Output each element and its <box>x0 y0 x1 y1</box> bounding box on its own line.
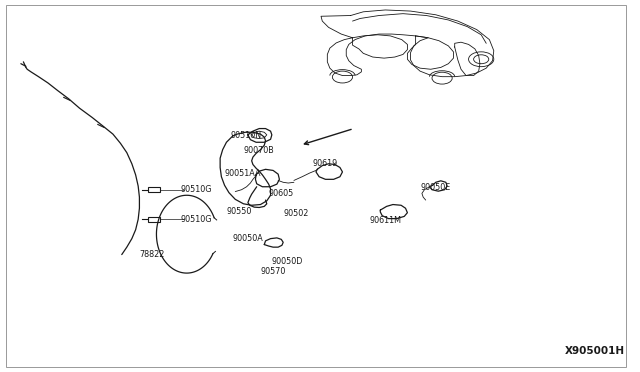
Text: 90070B: 90070B <box>243 146 274 155</box>
Text: 90550: 90550 <box>227 208 252 217</box>
Text: 90510N: 90510N <box>231 131 262 141</box>
Text: 90510G: 90510G <box>180 215 212 224</box>
Text: 90050E: 90050E <box>420 183 451 192</box>
Bar <box>148 187 159 192</box>
Text: 90050D: 90050D <box>272 257 303 266</box>
Text: 90605: 90605 <box>269 189 294 198</box>
Text: 90510G: 90510G <box>180 185 212 194</box>
Bar <box>148 217 159 222</box>
Text: 90619: 90619 <box>313 159 338 168</box>
Text: 90051AA: 90051AA <box>225 169 261 177</box>
Text: 78822: 78822 <box>140 250 164 259</box>
Text: 90611M: 90611M <box>369 216 401 225</box>
Text: 90570: 90570 <box>260 267 286 276</box>
Text: X905001H: X905001H <box>565 346 625 356</box>
Text: 90502: 90502 <box>283 209 308 218</box>
Text: 90050A: 90050A <box>233 234 264 243</box>
